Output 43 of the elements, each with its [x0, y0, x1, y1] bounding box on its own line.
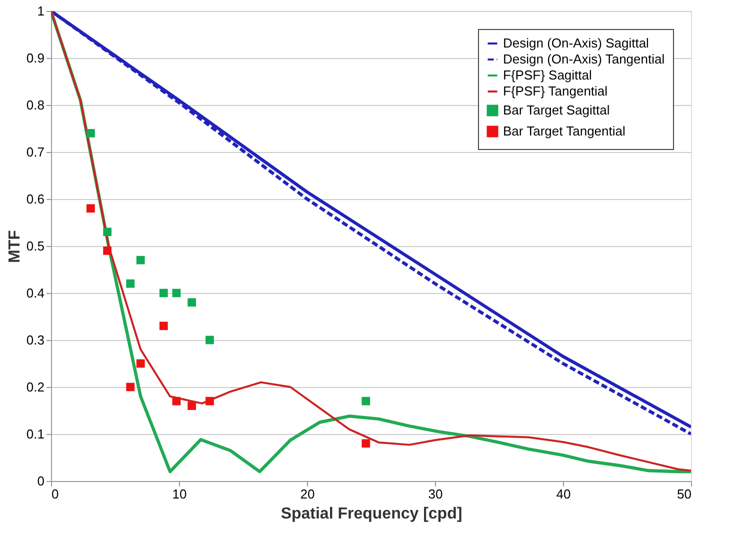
- point: [103, 246, 112, 255]
- point: [86, 204, 95, 213]
- x-axis-title: Spatial Frequency [cpd]: [280, 506, 462, 522]
- point: [188, 298, 196, 307]
- y-tick-label: 0.3: [26, 332, 44, 348]
- legend-label: F{PSF} Tangential: [503, 84, 608, 98]
- y-tick-label: 0.8: [26, 98, 44, 112]
- point: [159, 288, 168, 298]
- point: [126, 382, 135, 392]
- x-tick-label: 20: [300, 486, 315, 502]
- x-tick-label: 50: [677, 486, 692, 502]
- point: [86, 129, 95, 138]
- y-tick-label: 0.1: [26, 426, 44, 442]
- y-tick-label: 0.4: [26, 286, 44, 300]
- point: [362, 439, 370, 448]
- legend-label: F{PSF} Sagittal: [503, 68, 592, 82]
- legend-label: Bar Target Tangential: [503, 124, 626, 138]
- point: [172, 288, 181, 298]
- point: [159, 322, 168, 330]
- point: [136, 256, 145, 264]
- y-tick-label: 1: [37, 4, 44, 18]
- point: [136, 359, 145, 368]
- y-tick-label: 0.9: [26, 50, 44, 66]
- point: [206, 336, 214, 344]
- y-axis-title: MTF: [6, 230, 24, 263]
- point: [103, 228, 112, 236]
- point: [206, 396, 214, 406]
- x-tick-label: 10: [172, 486, 187, 502]
- y-tick-label: 0.6: [26, 192, 44, 206]
- x-tick-label: 40: [556, 486, 571, 502]
- y-tick-label: 0.5: [26, 238, 44, 254]
- point: [126, 279, 135, 288]
- legend-label: Design (On-Axis) Sagittal: [503, 36, 650, 50]
- x-tick-label: 30: [428, 486, 443, 502]
- y-tick-label: 0.2: [26, 380, 44, 394]
- point: [188, 402, 196, 410]
- y-tick-label: 0.7: [26, 144, 44, 160]
- point: [362, 396, 370, 406]
- x-tick-label: 0: [52, 486, 59, 502]
- y-tick-label: 0: [37, 474, 44, 488]
- point: [172, 396, 181, 406]
- legend-label: Design (On-Axis) Tangential: [503, 52, 665, 66]
- legend-label: Bar Target Sagittal: [503, 102, 610, 118]
